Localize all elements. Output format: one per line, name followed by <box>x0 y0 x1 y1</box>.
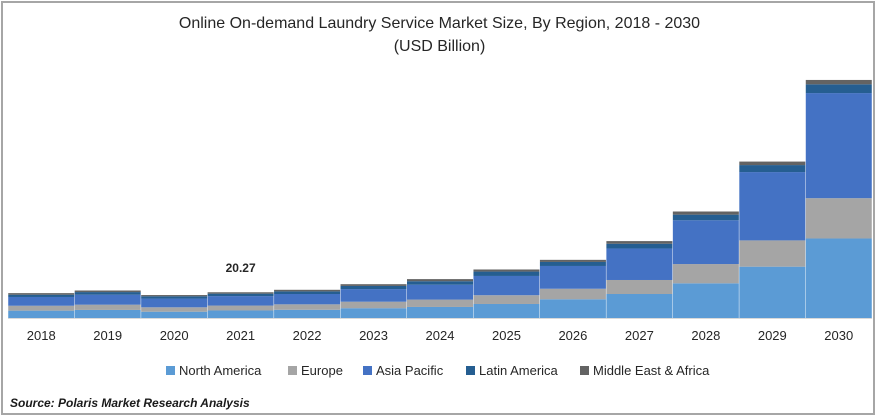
legend-label: Asia Pacific <box>376 363 444 378</box>
bar-segment-2020-north-america <box>141 311 208 318</box>
bar-segment-2022-latin-america <box>274 291 341 295</box>
x-tick-label: 2022 <box>293 328 322 343</box>
bar-segment-2021-north-america <box>207 310 274 318</box>
x-tick-label: 2027 <box>625 328 654 343</box>
x-tick-label: 2021 <box>226 328 255 343</box>
bar-segment-2023-north-america <box>340 308 407 318</box>
bar-segment-2025-north-america <box>473 303 540 318</box>
bar-segment-2030-asia-pacific <box>805 93 872 199</box>
legend-label: Latin America <box>479 363 559 378</box>
bar-segment-2030-latin-america <box>805 84 872 94</box>
x-tick-label: 2024 <box>426 328 455 343</box>
bar-segment-2027-north-america <box>606 294 673 318</box>
bar-segment-2028-north-america <box>672 283 739 318</box>
bar-segment-2024-europe <box>407 299 473 307</box>
bar-segment-2022-europe <box>274 304 341 310</box>
bar-segment-2029-latin-america <box>739 165 806 173</box>
bar-segment-2019-middle-east-africa <box>74 290 141 293</box>
bar-segment-2023-latin-america <box>340 285 407 290</box>
chart-title: Online On-demand Laundry Service Market … <box>178 15 701 32</box>
bar-segment-2029-north-america <box>739 266 806 318</box>
x-tick-label: 2029 <box>758 328 787 343</box>
bar-segment-2022-asia-pacific <box>274 294 341 305</box>
bar-segment-2027-europe <box>606 279 673 295</box>
bar-segment-2021-europe <box>207 305 274 311</box>
bar-segment-2022-middle-east-africa <box>274 289 341 292</box>
bar-segment-2026-europe <box>539 288 606 300</box>
x-tick-label: 2019 <box>93 328 122 343</box>
bar-segment-2020-europe <box>141 307 208 312</box>
bar-segment-2022-north-america <box>274 309 341 318</box>
legend-swatch-latin-america <box>466 366 475 375</box>
bar-segment-2027-asia-pacific <box>606 248 673 280</box>
bar-segment-2026-north-america <box>539 299 606 318</box>
bar-segment-2019-asia-pacific <box>74 294 141 305</box>
data-label-2021: 20.27 <box>226 261 256 275</box>
bar-segment-2027-latin-america <box>606 243 673 249</box>
bar-segment-2030-middle-east-africa <box>805 79 872 85</box>
bar-segment-2025-latin-america <box>473 271 540 276</box>
bar-segment-2030-north-america <box>805 238 872 318</box>
x-tick-label: 2025 <box>492 328 521 343</box>
bar-segment-2029-europe <box>739 240 806 267</box>
bar-segment-2029-asia-pacific <box>739 172 806 241</box>
bar-segment-2018-asia-pacific <box>8 296 75 306</box>
bar-segment-2018-middle-east-africa <box>8 293 75 295</box>
bar-segment-2024-north-america <box>407 306 473 318</box>
legend-swatch-europe <box>288 366 297 375</box>
bar-segment-2025-asia-pacific <box>473 275 540 296</box>
bar-segment-2018-latin-america <box>8 294 75 297</box>
legend-label: Middle East & Africa <box>593 363 710 378</box>
bar-segment-2023-middle-east-africa <box>340 284 407 286</box>
source-note: Source: Polaris Market Research Analysis <box>10 396 250 410</box>
bar-segment-2021-latin-america <box>207 293 274 297</box>
bar-segment-2030-europe <box>805 198 872 239</box>
x-tick-label: 2020 <box>160 328 189 343</box>
bar-segment-2024-asia-pacific <box>407 284 473 300</box>
x-tick-label: 2018 <box>27 328 56 343</box>
bar-segment-2018-north-america <box>8 310 75 318</box>
bar-segment-2019-europe <box>74 304 141 310</box>
bar-segment-2023-europe <box>340 301 407 309</box>
bar-segment-2028-europe <box>672 264 739 284</box>
legend-swatch-asia-pacific <box>363 366 372 375</box>
bar-segment-2021-asia-pacific <box>207 296 274 306</box>
bar-segment-2020-middle-east-africa <box>141 295 208 297</box>
bar-segment-2026-middle-east-africa <box>539 259 606 262</box>
bar-segment-2029-middle-east-africa <box>739 161 806 166</box>
bar-segment-2025-europe <box>473 295 540 304</box>
bar-segment-2019-north-america <box>74 309 141 318</box>
bar-segment-2019-latin-america <box>74 292 141 295</box>
legend-label: North America <box>179 363 262 378</box>
bar-segment-2024-latin-america <box>407 281 473 285</box>
bar-segment-2020-latin-america <box>141 296 208 299</box>
bar-segment-2027-middle-east-africa <box>606 241 673 244</box>
x-tick-label: 2023 <box>359 328 388 343</box>
x-tick-label: 2028 <box>691 328 720 343</box>
bar-segment-2018-europe <box>8 305 75 311</box>
x-tick-label: 2026 <box>558 328 587 343</box>
bar-segment-2026-latin-america <box>539 261 606 266</box>
bar-segment-2024-middle-east-africa <box>407 279 473 282</box>
bar-segment-2025-middle-east-africa <box>473 269 540 272</box>
chart-subtitle: (USD Billion) <box>393 38 486 55</box>
bar-segment-2020-asia-pacific <box>141 298 208 308</box>
legend-swatch-middle-east-africa <box>580 366 589 375</box>
bar-segment-2028-latin-america <box>672 214 739 221</box>
bar-segment-2026-asia-pacific <box>539 265 606 289</box>
legend-label: Europe <box>301 363 343 378</box>
bar-segment-2028-middle-east-africa <box>672 211 739 215</box>
legend-swatch-north-america <box>166 366 175 375</box>
bar-segment-2028-asia-pacific <box>672 220 739 265</box>
x-tick-label: 2030 <box>824 328 853 343</box>
bar-segment-2021-middle-east-africa <box>207 292 274 294</box>
bar-segment-2023-asia-pacific <box>340 289 407 302</box>
